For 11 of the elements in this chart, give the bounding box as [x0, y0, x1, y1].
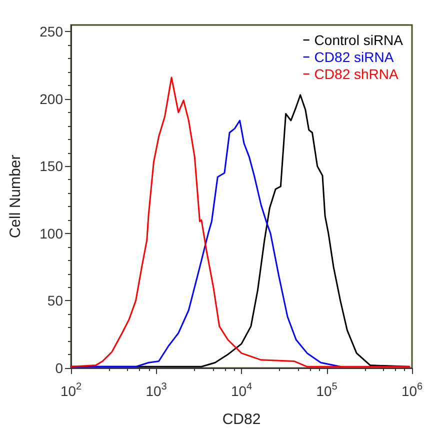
- y-tick-label: 0: [55, 360, 64, 376]
- y-tick-label: 250: [40, 24, 64, 40]
- y-tick-label: 50: [47, 292, 64, 309]
- legend-label: Control siRNA: [314, 32, 404, 48]
- y-tick-label: 150: [40, 158, 64, 174]
- y-tick-label: 200: [40, 90, 64, 107]
- legend-label: CD82 shRNA: [314, 66, 399, 82]
- x-axis-title: CD82: [222, 411, 261, 428]
- legend-label: CD82 siRNA: [314, 49, 394, 65]
- y-axis-title: Cell Number: [7, 154, 24, 238]
- y-tick-label: 100: [40, 225, 64, 242]
